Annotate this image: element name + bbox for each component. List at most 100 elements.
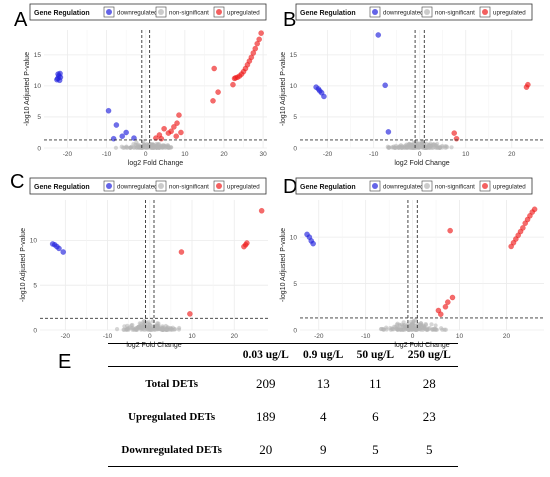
- data-point-nonsignificant: [149, 326, 154, 331]
- data-point-nonsignificant: [449, 145, 454, 150]
- y-axis-title: -log10 Adjusted P-value: [280, 52, 287, 126]
- table-row: Upregulated DETs 189 4 6 23: [108, 400, 458, 433]
- legend-item-label: upregulated: [493, 184, 526, 191]
- legend-item-label: non-significant: [435, 10, 475, 17]
- legend-item-label: non-significant: [169, 10, 209, 17]
- table-cell: 5: [400, 433, 458, 467]
- legend-marker-downregulated: [106, 183, 112, 189]
- data-point-nonsignificant: [153, 145, 158, 150]
- legend-item-label: downregulated: [383, 10, 424, 17]
- data-point-upregulated: [256, 36, 263, 43]
- x-axis-title: log2 Fold Change: [394, 160, 449, 167]
- data-point-downregulated: [385, 129, 392, 135]
- legend-marker-downregulated: [106, 9, 112, 15]
- data-point-nonsignificant: [395, 325, 400, 330]
- legend-box: [29, 3, 267, 21]
- data-point-nonsignificant: [398, 326, 403, 332]
- data-point-upregulated: [258, 207, 265, 214]
- panel-letter: D: [283, 176, 297, 198]
- legend-marker-non-significant: [158, 9, 164, 15]
- legend: Gene Regulation downregulated non-signific…: [29, 3, 267, 21]
- y-axis-title: -log10 Adjusted P-value: [20, 228, 27, 302]
- legend: Gene Regulation downregulated non-signific…: [295, 3, 533, 21]
- data-point-downregulated: [55, 71, 61, 77]
- legend-item-label: downregulated: [117, 10, 158, 17]
- legend-title: Gene Regulation: [300, 184, 356, 191]
- volcano-plot-b: -20 -10 0 10 20 0 5 10 15 log2 Fold Change -log10 …: [280, 3, 544, 167]
- table-cell: 28: [422, 375, 436, 391]
- x-tick-label: 10: [188, 333, 196, 340]
- data-point-upregulated: [187, 311, 193, 317]
- y-tick-label: 10: [30, 238, 38, 245]
- table-cell: 11: [369, 375, 382, 391]
- legend-item-label: downregulated: [383, 184, 424, 191]
- data-point-nonsignificant: [378, 326, 384, 332]
- data-point-upregulated: [210, 97, 216, 104]
- legend-box: [29, 177, 267, 195]
- data-point-nonsignificant: [129, 323, 134, 328]
- y-tick-label: 0: [37, 145, 41, 152]
- data-point-nonsignificant: [402, 327, 407, 332]
- data-point-downregulated: [60, 249, 67, 255]
- x-tick-label: -10: [361, 333, 371, 340]
- legend-item-label: upregulated: [227, 184, 260, 191]
- x-tick-label: -10: [369, 151, 379, 158]
- x-tick-label: 20: [508, 151, 516, 158]
- y-axis-title: -log10 Adjusted P-value: [24, 52, 31, 126]
- data-point-upregulated: [252, 45, 259, 52]
- data-point-nonsignificant: [149, 142, 155, 147]
- panel-letter: A: [14, 9, 28, 31]
- data-point-nonsignificant: [113, 145, 119, 150]
- x-tick-label: 10: [181, 151, 189, 158]
- data-point-nonsignificant: [160, 324, 165, 329]
- y-tick-label: 5: [33, 282, 37, 289]
- table-col-header: 0.9 ug/L: [296, 343, 351, 367]
- data-point-upregulated: [447, 227, 454, 234]
- data-point-upregulated: [523, 84, 530, 90]
- data-point-nonsignificant: [413, 323, 418, 329]
- table-col-header: [108, 343, 236, 367]
- x-tick-label: 10: [456, 333, 464, 340]
- legend-item-label: non-significant: [169, 184, 209, 191]
- panel-letter: E: [58, 351, 71, 373]
- legend-item-label: upregulated: [493, 10, 526, 17]
- data-point-nonsignificant: [438, 145, 443, 150]
- table-cell: 23: [422, 408, 436, 424]
- x-tick-label: 20: [503, 333, 511, 340]
- table-cell: 5: [350, 433, 401, 467]
- data-point-nonsignificant: [443, 144, 448, 149]
- data-point-upregulated: [241, 243, 247, 250]
- data-point-upregulated: [173, 133, 180, 140]
- data-point-upregulated: [522, 220, 529, 227]
- x-tick-label: 10: [462, 151, 470, 158]
- data-point-nonsignificant: [143, 145, 148, 150]
- data-point-nonsignificant: [163, 145, 169, 150]
- legend-title: Gene Regulation: [34, 10, 90, 17]
- table-col-header: 0.03 ug/L: [235, 343, 297, 367]
- table-row-label: Total DETs: [145, 377, 198, 390]
- y-tick-label: 0: [293, 145, 297, 152]
- data-point-upregulated: [451, 130, 458, 136]
- y-tick-label: 0: [33, 327, 37, 334]
- data-point-nonsignificant: [413, 326, 418, 332]
- data-point-upregulated: [258, 30, 264, 36]
- data-point-nonsignificant: [134, 145, 139, 150]
- y-tick-label: 15: [34, 52, 42, 59]
- data-point-upregulated: [161, 125, 167, 132]
- volcano-plot-a: -20 -10 0 10 20 30 0 5 10 15 log2 Fold Change -log1…: [14, 3, 267, 167]
- table-col-header: 250 ug/L: [400, 343, 458, 367]
- table-cell: 20: [235, 433, 297, 467]
- data-point-nonsignificant: [421, 144, 426, 149]
- data-point-nonsignificant: [157, 145, 162, 150]
- legend-title: Gene Regulation: [300, 10, 356, 17]
- x-tick-label: 20: [220, 151, 228, 158]
- panel-letter: B: [283, 9, 296, 31]
- data-point-downregulated: [113, 122, 120, 128]
- data-point-downregulated: [123, 129, 130, 136]
- x-tick-label: -10: [102, 151, 112, 158]
- y-axis-title: -log10 Adjusted P-value: [280, 228, 287, 302]
- y-tick-label: 10: [34, 83, 42, 90]
- data-point-nonsignificant: [140, 327, 146, 332]
- det-summary-table: 0.03 ug/L 0.9 ug/L 50 ug/L 250 ug/L Tota…: [108, 343, 458, 467]
